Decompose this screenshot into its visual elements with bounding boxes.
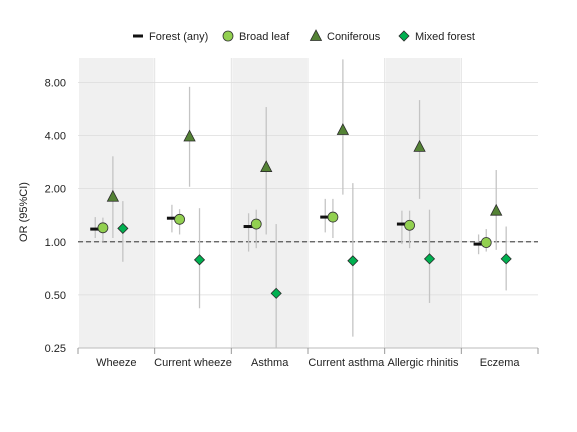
x-axis: Wheeze Current wheeze Asthma Current asthma… [77, 348, 539, 369]
point-diamond-marker [193, 254, 206, 266]
point-circle-marker [404, 219, 415, 231]
legend-triangle-marker [309, 29, 323, 41]
legend-label: Coniferous [327, 31, 381, 43]
point-triangle-marker [413, 139, 426, 152]
y-axis: 0.25 0.50 1.00 2.00 4.00 8.00 [45, 77, 66, 355]
data-marks [90, 59, 512, 348]
x-tick-label: Current wheeze [154, 357, 232, 369]
legend-label: Forest (any) [149, 31, 208, 43]
y-tick-label: 2.00 [45, 184, 66, 196]
point-dash-marker [90, 227, 101, 231]
point-circle-marker [250, 218, 262, 230]
x-tick-label: Allergic rhinitis [388, 357, 459, 369]
x-tick-label: Eczema [480, 357, 521, 369]
point-circle-marker [327, 211, 339, 223]
legend-label: Mixed forest [415, 31, 475, 43]
x-tick-label: Current asthma [308, 357, 385, 369]
point-diamond-marker [117, 222, 129, 234]
x-tick-label: Asthma [251, 357, 289, 369]
legend: Forest (any) Broad leaf Coniferous Mixed fo… [133, 29, 475, 43]
shaded-band [232, 58, 307, 348]
shaded-band [79, 58, 154, 348]
category-bands [79, 58, 462, 348]
point-triangle-marker [260, 160, 273, 172]
point-diamond-marker [500, 253, 512, 265]
y-axis-label: OR (95%CI) [18, 182, 30, 242]
legend-label: Broad leaf [239, 31, 290, 43]
shaded-band [385, 58, 461, 348]
y-tick-label: 4.00 [45, 131, 66, 143]
point-triangle-marker [490, 203, 503, 216]
point-circle-marker [480, 237, 492, 248]
point-dash-marker [243, 225, 254, 229]
point-dash-marker [320, 215, 331, 219]
legend-circle-marker [222, 30, 234, 42]
point-triangle-marker [106, 189, 120, 202]
y-tick-label: 8.00 [45, 77, 66, 89]
point-dash-marker [473, 242, 484, 246]
point-diamond-marker [270, 287, 282, 299]
legend-dash-marker [133, 34, 143, 38]
y-tick-label: 0.50 [45, 290, 66, 302]
point-dash-marker [396, 222, 407, 226]
x-tick-label: Wheeze [96, 357, 136, 369]
legend-diamond-marker [398, 30, 410, 42]
point-circle-marker [174, 213, 185, 225]
point-triangle-marker [183, 129, 196, 142]
y-tick-label: 0.25 [45, 343, 66, 355]
point-diamond-marker [423, 253, 436, 265]
point-diamond-marker [347, 255, 359, 267]
point-triangle-marker [336, 123, 350, 135]
point-dash-marker [166, 216, 177, 220]
point-circle-marker [97, 222, 109, 234]
y-tick-label: 1.00 [45, 237, 66, 249]
